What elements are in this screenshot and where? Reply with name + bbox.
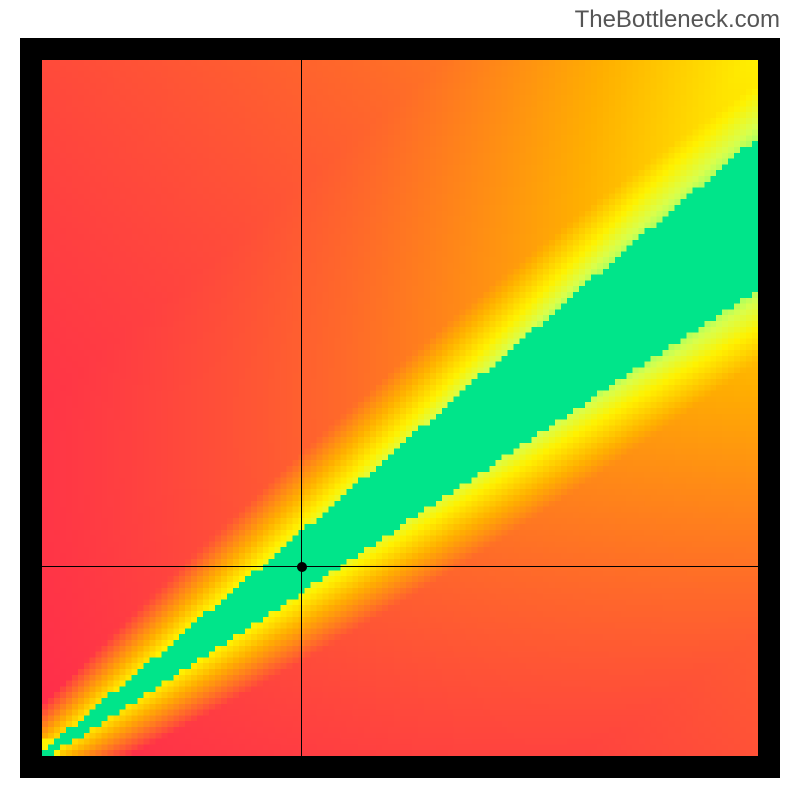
selection-marker (297, 562, 307, 572)
chart-frame (20, 38, 780, 778)
bottleneck-heatmap (42, 60, 758, 756)
crosshair-vertical (301, 60, 302, 756)
watermark-text: TheBottleneck.com (575, 6, 780, 34)
crosshair-horizontal (42, 566, 758, 567)
